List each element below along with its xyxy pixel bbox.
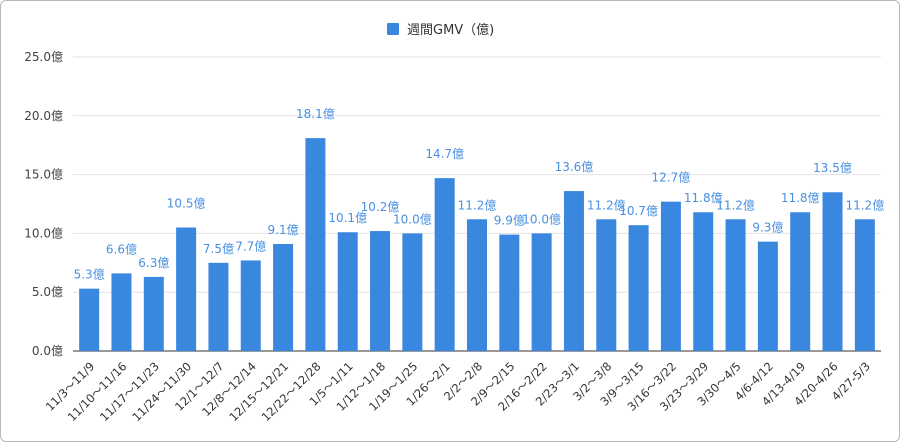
bar <box>725 219 746 351</box>
data-label: 13.6億 <box>555 160 594 174</box>
data-label: 10.2億 <box>361 200 400 214</box>
bar <box>273 243 294 351</box>
data-label: 12.7億 <box>652 171 691 185</box>
bar <box>757 241 778 351</box>
legend-swatch <box>387 23 399 35</box>
y-tick-label: 5.0億 <box>32 285 63 299</box>
bar <box>467 219 487 351</box>
bar <box>531 233 552 351</box>
y-tick-label: 25.0億 <box>24 50 63 64</box>
bars <box>79 138 875 351</box>
bar <box>499 234 520 351</box>
data-label: 9.3億 <box>752 221 783 235</box>
data-label: 7.5億 <box>203 242 234 256</box>
data-label: 18.1億 <box>296 107 335 121</box>
bar <box>790 212 811 351</box>
bar <box>79 288 100 351</box>
data-label: 6.6億 <box>106 242 137 256</box>
bar <box>854 219 875 351</box>
y-tick-label: 20.0億 <box>24 109 63 123</box>
bar <box>143 276 164 351</box>
data-label: 10.5億 <box>167 197 206 211</box>
data-label: 6.3億 <box>138 256 169 270</box>
bar <box>176 227 197 351</box>
chart-legend: 週間GMV（億) <box>387 22 494 38</box>
data-label: 13.5億 <box>813 161 852 175</box>
x-axis-ticks: 11/3〜11/911/10〜11/1611/17〜11/2311/24〜11/… <box>43 359 873 424</box>
data-label: 11.2億 <box>458 198 497 212</box>
bar <box>822 192 843 351</box>
data-label: 7.7億 <box>235 239 266 253</box>
bar <box>434 178 455 351</box>
data-label: 11.8億 <box>684 191 723 205</box>
bar <box>596 219 617 351</box>
bar <box>305 138 326 351</box>
data-label: 5.3億 <box>74 268 105 282</box>
y-tick-label: 15.0億 <box>24 168 63 182</box>
bar <box>660 201 681 351</box>
y-axis-ticks: 0.0億 5.0億 10.0億 15.0億 20.0億 25.0億 <box>24 50 63 358</box>
data-label: 11.2億 <box>845 198 884 212</box>
data-label: 10.1億 <box>328 211 367 225</box>
data-label: 10.0億 <box>393 212 432 226</box>
bar <box>628 225 649 351</box>
bar <box>240 260 261 351</box>
y-tick-label: 0.0億 <box>32 344 63 358</box>
bar <box>402 233 423 351</box>
data-label: 9.1億 <box>268 223 299 237</box>
data-label: 11.2億 <box>716 198 755 212</box>
data-label: 9.9億 <box>494 214 525 228</box>
data-label: 10.0億 <box>522 212 561 226</box>
y-tick-label: 10.0億 <box>24 226 63 240</box>
bar <box>208 262 229 351</box>
bar <box>693 212 714 351</box>
data-label: 14.7億 <box>425 147 464 161</box>
bar <box>563 191 584 351</box>
data-label: 10.7億 <box>619 204 658 218</box>
bar <box>370 231 391 351</box>
data-label: 11.8億 <box>781 191 820 205</box>
bar <box>111 273 132 351</box>
data-label: 11.2億 <box>587 198 626 212</box>
bar <box>337 232 358 351</box>
legend-label: 週間GMV（億) <box>407 22 494 38</box>
